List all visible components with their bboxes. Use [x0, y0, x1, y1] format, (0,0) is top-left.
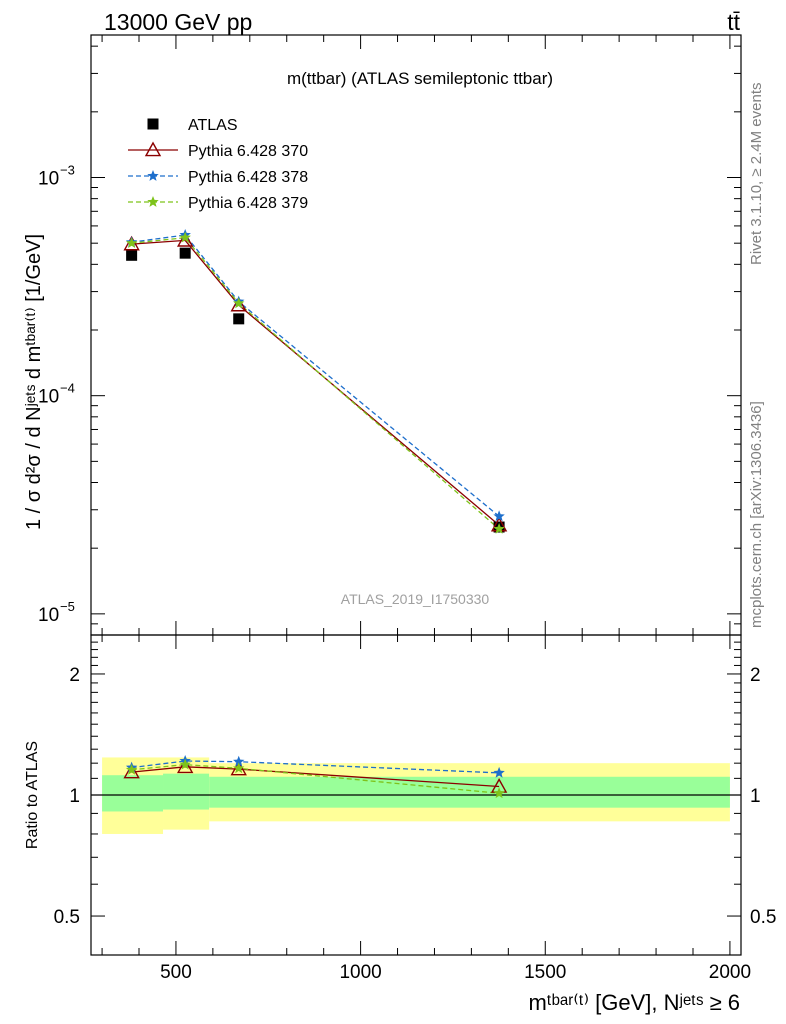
- main-point-s0-0: [126, 249, 138, 261]
- x-tick-label-1: 1000: [339, 962, 381, 983]
- ratio-stat-band-0: [102, 775, 164, 812]
- energy-label: 13000 GeV pp: [104, 9, 252, 35]
- ratio-point-s0-0: [123, 763, 140, 779]
- ratio-y-tick-label-0: 0.5: [54, 907, 80, 928]
- ratio-line-series-1: [131, 760, 500, 774]
- main-line-series-2: [131, 234, 500, 517]
- mcplots-reference-label: mcplots.cern.ch [arXiv:1306.3436]: [748, 401, 765, 628]
- ratio-y-axis-label: Ratio to ATLAS: [24, 741, 41, 849]
- main-y-axis-label: 1 / σ d²σ / d Nʲᵉᵗˢ d mᵗᵇᵃʳ⁽ᵗ⁾ [1/GeV]: [23, 234, 45, 530]
- legend-label-0: ATLAS: [188, 117, 238, 134]
- ratio-point-s2-2: [233, 762, 245, 774]
- ratio-axis-ticks: 0.5 0.5 1 1 2 2 500 1000 1500 2000: [54, 635, 776, 983]
- legend-marker-2: [147, 170, 159, 181]
- main-series-markers: [123, 229, 508, 534]
- main-point-s3-3: [493, 522, 505, 534]
- process-label: tt̄: [727, 9, 740, 35]
- main-point-s1-0: [123, 235, 140, 251]
- x-tick-label-2: 1500: [524, 962, 566, 983]
- legend-marker-0: [147, 118, 159, 130]
- ratio-y-tick-label-right-1: 1: [750, 786, 761, 807]
- rivet-version-label: Rivet 3.1.10, ≥ 2.4M events: [748, 83, 765, 266]
- main-point-s3-1: [179, 231, 191, 243]
- main-y-tick-exponent-2: −3: [60, 163, 75, 178]
- ratio-point-s2-1: [179, 758, 191, 770]
- main-point-s0-2: [233, 313, 245, 325]
- ratio-point-s0-1: [176, 758, 194, 774]
- main-y-tick-exponent-1: −4: [60, 381, 75, 396]
- ratio-point-s2-0: [125, 763, 138, 775]
- ratio-series-markers: [123, 754, 508, 799]
- ratio-y-tick-label-1: 1: [69, 786, 80, 807]
- ratio-y-tick-label-right-0: 0.5: [750, 907, 776, 928]
- main-point-s2-3: [493, 510, 505, 522]
- main-point-s3-0: [125, 237, 138, 249]
- ratio-point-s2-3: [493, 787, 505, 799]
- ratio-y-tick-label-right-2: 2: [750, 665, 761, 686]
- main-plot-title: m(ttbar) (ATLAS semileptonic ttbar): [287, 69, 553, 88]
- legend-marker-3: [147, 196, 159, 207]
- x-tick-label-3: 2000: [709, 962, 751, 983]
- main-point-s3-2: [233, 297, 245, 309]
- legend-label-2: Pythia 6.428 378: [188, 169, 308, 186]
- main-line-series-3: [131, 237, 500, 530]
- ratio-line-series-2: [131, 763, 500, 794]
- ratio-series-lines: [131, 760, 500, 794]
- ratio-plot-frame: [90, 634, 742, 956]
- ratio-line-series-0: [131, 766, 500, 788]
- legend-label-1: Pythia 6.428 370: [188, 143, 308, 160]
- ratio-point-s1-2: [233, 755, 245, 767]
- main-y-tick-exponent-0: −5: [60, 599, 75, 614]
- legend-marker-1: [144, 141, 162, 157]
- main-point-s1-2: [230, 296, 247, 312]
- ratio-point-s0-2: [230, 760, 247, 776]
- x-axis-label: mᵗᵇᵃʳ⁽ᵗ⁾ [GeV], Nʲᵉᵗˢ ≥ 6: [528, 990, 740, 1015]
- main-series-lines: [131, 234, 500, 530]
- main-y-tick-label-0: 10: [38, 605, 59, 626]
- main-point-s1-1: [176, 231, 194, 247]
- legend-label-3: Pythia 6.428 379: [188, 195, 308, 212]
- ratio-point-s1-3: [493, 766, 505, 778]
- legend: ATLAS Pythia 6.428 370 Pythia 6.428 378 Pyt…: [128, 117, 308, 212]
- main-line-series-1: [131, 239, 500, 526]
- main-y-tick-label-2: 10: [38, 169, 59, 190]
- main-axis-ticks: 10−510−410−3: [38, 35, 741, 636]
- ratio-stat-band-2: [209, 776, 730, 808]
- analysis-watermark: ATLAS_2019_I1750330: [341, 591, 490, 607]
- main-y-tick-label-1: 10: [38, 387, 59, 408]
- ratio-y-tick-label-2: 2: [69, 665, 80, 686]
- main-point-s0-1: [179, 247, 191, 259]
- x-tick-label-0: 500: [160, 962, 192, 983]
- ratio-stat-band-1: [163, 773, 210, 810]
